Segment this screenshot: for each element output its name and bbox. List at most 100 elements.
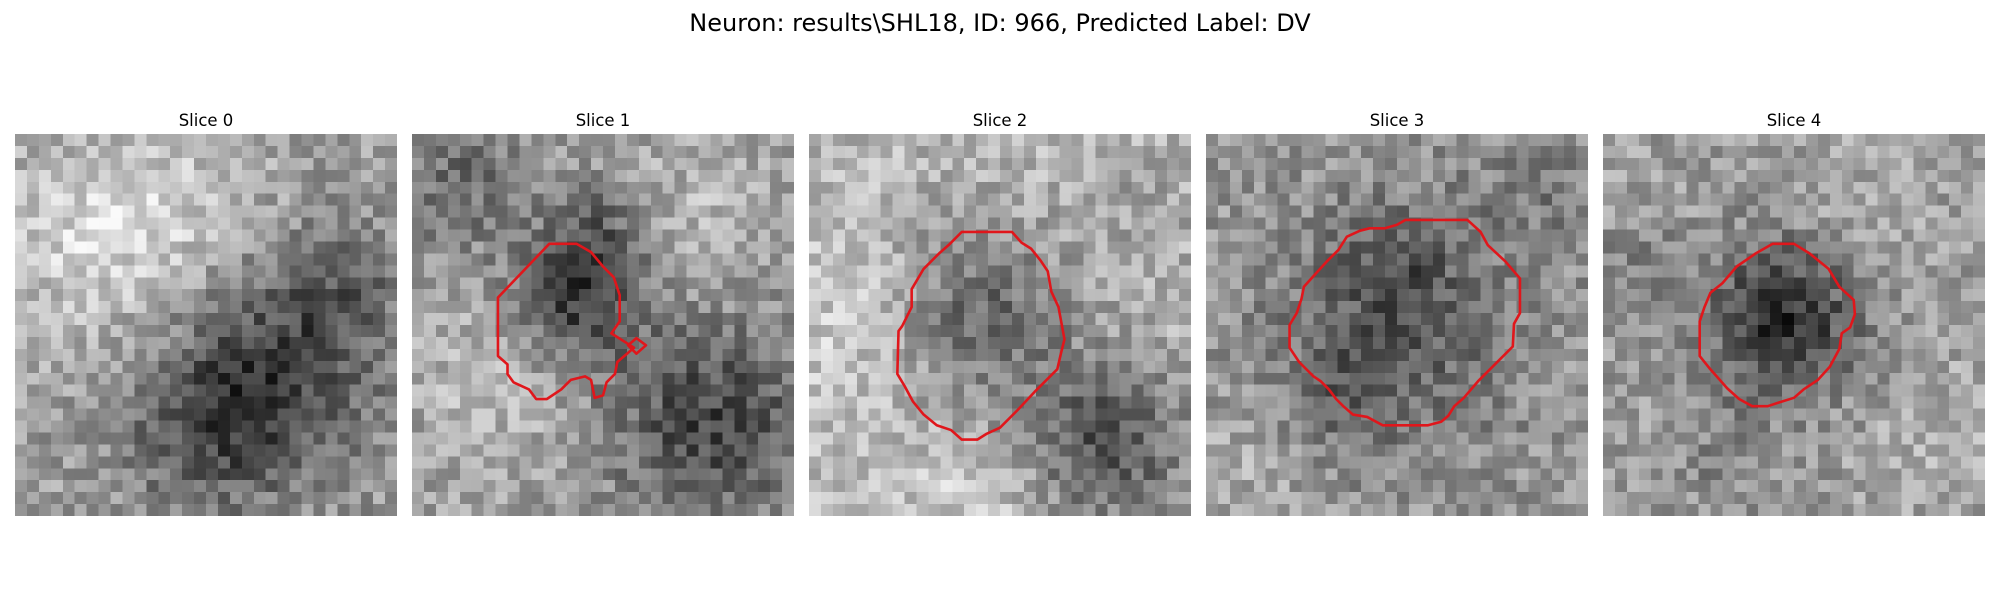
pixel — [1217, 408, 1231, 421]
pixel — [1179, 313, 1191, 326]
pixel — [1564, 468, 1577, 481]
pixel — [555, 504, 568, 516]
pixel — [868, 289, 881, 302]
pixel — [301, 480, 314, 493]
pixel — [507, 145, 520, 159]
pixel — [1277, 396, 1290, 409]
pixel — [459, 480, 472, 493]
pixel — [229, 241, 243, 254]
pixel — [483, 420, 496, 433]
pixel — [1361, 253, 1374, 266]
pixel — [832, 241, 846, 254]
pixel — [134, 348, 147, 362]
pixel — [50, 134, 63, 147]
pixel — [26, 157, 40, 171]
pixel — [1468, 181, 1481, 194]
pixel — [722, 265, 735, 278]
pixel — [1095, 193, 1108, 206]
pixel — [638, 229, 651, 242]
pixel — [361, 492, 374, 505]
pixel — [1516, 193, 1529, 206]
pixel — [447, 456, 460, 469]
pixel — [543, 265, 556, 278]
pixel — [26, 289, 40, 302]
pixel — [1528, 205, 1541, 218]
pixel — [507, 181, 520, 194]
pixel — [1626, 384, 1640, 397]
pixel — [1432, 456, 1445, 469]
pixel — [1000, 157, 1013, 171]
pixel — [1901, 217, 1914, 230]
pixel — [809, 420, 822, 433]
pixel — [820, 456, 834, 469]
pixel — [447, 134, 460, 147]
pixel — [110, 229, 123, 242]
pixel — [1516, 241, 1529, 254]
pixel — [1662, 157, 1675, 171]
pixel — [134, 169, 147, 182]
pixel — [373, 253, 386, 266]
pixel — [122, 444, 135, 457]
pixel — [1480, 480, 1493, 493]
pixel — [868, 456, 881, 469]
pixel — [746, 468, 759, 481]
pixel — [868, 205, 881, 218]
pixel — [579, 134, 592, 147]
pixel — [1011, 289, 1025, 302]
pixel — [1865, 372, 1878, 385]
pixel — [1492, 444, 1505, 457]
pixel — [1095, 360, 1108, 373]
pixel — [1841, 229, 1854, 242]
pixel — [1817, 348, 1831, 362]
pixel — [301, 372, 314, 385]
pixel — [1373, 468, 1386, 481]
pixel — [856, 408, 869, 421]
pixel — [1047, 432, 1060, 445]
pixel — [483, 181, 496, 194]
pixel — [1626, 408, 1640, 421]
pixel — [1662, 336, 1675, 350]
pixel — [1973, 325, 1985, 338]
pixel — [459, 360, 472, 373]
pixel — [686, 253, 699, 266]
pixel — [1829, 313, 1842, 326]
pixel — [722, 277, 735, 290]
pixel — [722, 169, 735, 182]
pixel — [1698, 253, 1711, 266]
pixel — [471, 336, 484, 350]
pixel — [50, 468, 63, 481]
pixel — [313, 504, 326, 516]
pixel — [1432, 253, 1445, 266]
pixel — [1277, 480, 1290, 493]
pixel — [1516, 444, 1529, 457]
pixel — [519, 253, 532, 266]
pixel — [626, 229, 640, 242]
pixel — [1456, 420, 1469, 433]
pixel — [1746, 313, 1759, 326]
pixel — [134, 325, 147, 338]
pixel — [1131, 372, 1144, 385]
figure-title: Neuron: results\SHL18, ID: 966, Predicte… — [689, 9, 1311, 37]
pixel — [447, 157, 460, 171]
pixel — [265, 193, 278, 206]
pixel — [555, 480, 568, 493]
pixel — [1071, 253, 1084, 266]
pixel — [746, 301, 759, 314]
pixel — [591, 456, 604, 469]
pixel — [1686, 229, 1699, 242]
pixel — [832, 193, 846, 206]
pixel — [1229, 181, 1243, 194]
pixel — [770, 157, 783, 171]
pixel — [38, 396, 52, 409]
pixel — [782, 301, 794, 314]
pixel — [1408, 193, 1422, 206]
pixel — [1889, 420, 1902, 433]
pixel — [15, 134, 28, 147]
pixel — [698, 444, 711, 457]
pixel — [1289, 289, 1302, 302]
pixel — [1889, 169, 1902, 182]
pixel — [662, 301, 675, 314]
pixel — [206, 229, 219, 242]
pixel — [471, 313, 484, 326]
pixel — [134, 289, 147, 302]
